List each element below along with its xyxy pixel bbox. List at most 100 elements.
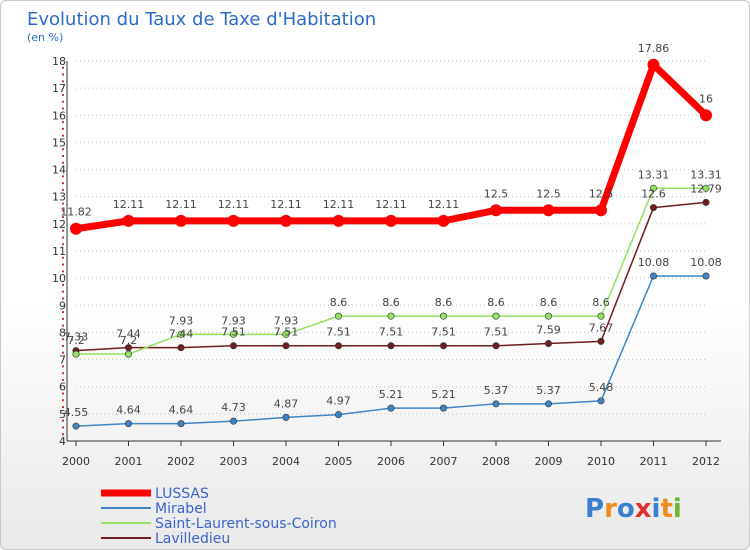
data-point (230, 417, 238, 425)
data-point (280, 214, 292, 227)
x-tick-label: 2012 (692, 455, 720, 468)
data-label: 8.6 (487, 296, 505, 309)
y-minor-tick (62, 80, 64, 83)
data-point (649, 204, 657, 212)
y-minor-tick (62, 399, 64, 402)
y-minor-tick (62, 317, 64, 320)
data-label: 7.93 (221, 314, 246, 327)
data-point (702, 272, 710, 280)
data-point (700, 109, 712, 122)
y-minor-tick (62, 216, 64, 219)
y-minor-tick (62, 419, 64, 422)
legend-label: LUSSAS (155, 486, 209, 502)
data-label: 7.51 (379, 326, 404, 339)
data-label: 12.5 (536, 187, 561, 200)
data-label: 12.11 (270, 198, 302, 211)
data-labels: 11.82 12.11 12.11 12.11 12.11 12.11 12.11 12.11… (60, 42, 722, 419)
y-tick-label: 7 (59, 354, 66, 367)
data-point (544, 340, 552, 348)
data-point (334, 312, 342, 320)
data-label: 4.64 (116, 404, 141, 417)
data-point (125, 350, 133, 358)
data-label: 5.21 (431, 388, 456, 401)
data-label: 7.51 (431, 326, 456, 339)
data-label: 7.2 (67, 334, 85, 347)
data-label: 4.55 (64, 406, 89, 419)
data-point (282, 413, 290, 421)
y-minor-tick (62, 236, 64, 239)
data-label: 8.6 (435, 296, 453, 309)
y-minor-tick (62, 290, 64, 293)
y-minor-tick (62, 175, 64, 178)
y-tick-label: 15 (52, 136, 66, 149)
data-label: 13.31 (690, 168, 722, 181)
y-minor-tick (62, 107, 64, 110)
data-point (647, 58, 660, 71)
y-minor-tick (62, 134, 64, 137)
data-point (649, 272, 657, 280)
y-minor-tick (62, 372, 64, 375)
legend-label: Lavilledieu (155, 531, 230, 547)
y-minor-tick (62, 66, 64, 69)
data-label: 12.5 (589, 187, 614, 200)
data-label: 7.51 (326, 326, 351, 339)
y-tick-label: 4 (59, 435, 66, 448)
proxiti-logo: Proxiti (585, 494, 682, 524)
unit-label: (en %) (27, 31, 63, 44)
y-minor-tick (62, 365, 64, 368)
logo-text: Proxiti (585, 494, 682, 524)
data-label: 8.6 (592, 296, 610, 309)
y-minor-tick (62, 188, 64, 191)
data-label: 8.6 (382, 296, 400, 309)
data-label: 8.6 (540, 296, 558, 309)
logo-letter: x (635, 494, 652, 524)
y-tick-label: 16 (52, 109, 66, 122)
data-point (595, 204, 607, 217)
data-point (649, 184, 657, 192)
data-point (177, 330, 185, 338)
data-label: 12.5 (484, 187, 509, 200)
data-label: 13.31 (638, 168, 670, 181)
y-minor-tick (62, 406, 64, 409)
y-minor-tick (62, 161, 64, 164)
data-point (597, 397, 605, 405)
data-label: 12.11 (165, 198, 197, 211)
data-point (125, 420, 133, 428)
y-minor-tick (62, 351, 64, 354)
y-minor-tick (62, 127, 64, 130)
data-label: 7.51 (221, 326, 246, 339)
data-point (282, 342, 290, 350)
y-minor-tick (62, 283, 64, 286)
data-point (702, 198, 710, 206)
x-tick-label: 2007 (430, 455, 458, 468)
data-label: 12.6 (641, 188, 666, 201)
data-label: 11.82 (60, 206, 92, 219)
data-point (439, 404, 447, 412)
y-tick-label: 13 (52, 191, 66, 204)
y-minor-tick (62, 270, 64, 273)
y-minor-tick (62, 243, 64, 246)
data-label: 10.08 (638, 256, 670, 269)
data-point (72, 350, 80, 358)
x-tick-label: 2011 (640, 455, 668, 468)
y-minor-tick (62, 433, 64, 436)
chart-title: Evolution du Taux de Taxe d'Habitation (27, 9, 376, 30)
x-tick-label: 2005 (325, 455, 353, 468)
y-minor-tick (62, 378, 64, 381)
x-tick-label: 2006 (377, 455, 405, 468)
data-label: 7.2 (120, 334, 138, 347)
data-label: 7.51 (274, 326, 299, 339)
data-point (385, 214, 397, 227)
logo-letter: P (585, 494, 604, 524)
data-point (490, 204, 502, 217)
y-minor-tick (62, 256, 64, 259)
legend-label: Mirabel (155, 501, 207, 517)
data-label: 7.33 (64, 331, 89, 344)
data-label: 12.11 (375, 198, 407, 211)
y-minor-tick (62, 324, 64, 327)
data-label: 5.37 (536, 384, 561, 397)
y-minor-tick (62, 73, 64, 76)
x-tick-label: 2004 (272, 455, 300, 468)
y-tick-label: 14 (52, 164, 66, 177)
